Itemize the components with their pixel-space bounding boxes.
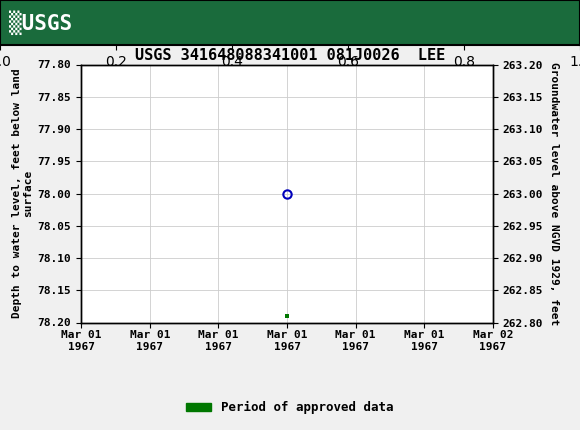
Y-axis label: Depth to water level, feet below land
surface: Depth to water level, feet below land su… — [12, 69, 34, 318]
Legend: Period of approved data: Period of approved data — [181, 396, 399, 419]
Y-axis label: Groundwater level above NGVD 1929, feet: Groundwater level above NGVD 1929, feet — [549, 62, 559, 325]
Text: USGS 341648088341001 081J0026  LEE: USGS 341648088341001 081J0026 LEE — [135, 49, 445, 63]
Text: ▒USGS: ▒USGS — [9, 10, 72, 35]
